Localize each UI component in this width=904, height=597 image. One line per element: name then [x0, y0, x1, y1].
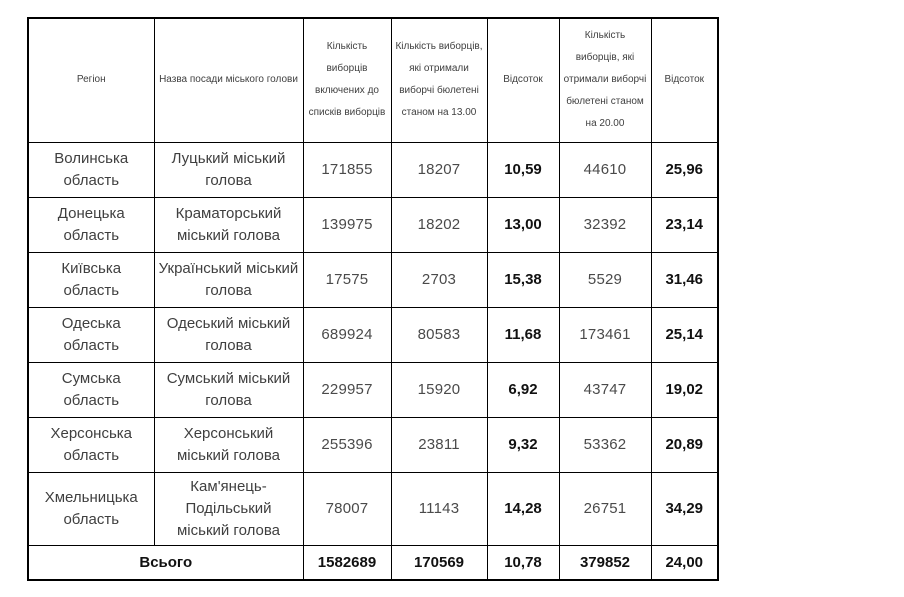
percent-13-cell: 10,59: [486, 141, 560, 198]
region-cell: Волинська область: [27, 141, 155, 198]
ballots-13-cell: 15920: [390, 361, 488, 418]
turnout-table: Регіон Назва посади міського голови Кіль…: [27, 17, 719, 581]
percent-13-cell: 6,92: [486, 361, 560, 418]
percent-20-cell: 23,14: [650, 196, 719, 253]
percent-20-cell: 25,96: [650, 141, 719, 198]
percent-13-cell: 14,28: [486, 471, 560, 546]
percent-20-cell: 19,02: [650, 361, 719, 418]
header-ballots-20: Кількість виборців, які отримали виборчі…: [558, 17, 652, 143]
total-voters-listed: 1582689: [302, 544, 392, 581]
position-cell: Кам'янець-Подільський міський голова: [153, 471, 304, 546]
table-row-sumska: Сумська область Сумський міський голова …: [27, 361, 719, 418]
total-ballots-13: 170569: [390, 544, 488, 581]
percent-20-cell: 31,46: [650, 251, 719, 308]
table-row-volynska: Волинська область Луцький міський голова…: [27, 141, 719, 198]
voters-listed-cell: 689924: [302, 306, 392, 363]
region-cell: Сумська область: [27, 361, 155, 418]
table-row-donetska: Донецька область Краматорський міський г…: [27, 196, 719, 253]
ballots-13-cell: 23811: [390, 416, 488, 473]
percent-13-cell: 9,32: [486, 416, 560, 473]
header-position: Назва посади міського голови: [153, 17, 304, 143]
ballots-20-cell: 43747: [558, 361, 652, 418]
table-row-khmelnytska: Хмельницька область Кам'янець-Подільськи…: [27, 471, 719, 546]
ballots-20-cell: 26751: [558, 471, 652, 546]
ballots-20-cell: 53362: [558, 416, 652, 473]
ballots-13-cell: 11143: [390, 471, 488, 546]
voters-listed-cell: 171855: [302, 141, 392, 198]
total-row: Всього 1582689 170569 10,78 379852 24,00: [27, 544, 719, 581]
voters-listed-cell: 17575: [302, 251, 392, 308]
header-percent-20: Відсоток: [650, 17, 719, 143]
ballots-20-cell: 44610: [558, 141, 652, 198]
region-cell: Хмельницька область: [27, 471, 155, 546]
table-row-khersonska: Херсонська область Херсонський міський г…: [27, 416, 719, 473]
position-cell: Луцький міський голова: [153, 141, 304, 198]
ballots-13-cell: 18202: [390, 196, 488, 253]
table-row-kyivska: Київська область Український міський гол…: [27, 251, 719, 308]
voters-listed-cell: 229957: [302, 361, 392, 418]
header-ballots-13: Кількість виборців, які отримали виборчі…: [390, 17, 488, 143]
ballots-20-cell: 5529: [558, 251, 652, 308]
region-cell: Херсонська область: [27, 416, 155, 473]
total-percent-13: 10,78: [486, 544, 560, 581]
voters-listed-cell: 139975: [302, 196, 392, 253]
ballots-20-cell: 173461: [558, 306, 652, 363]
region-cell: Одеська область: [27, 306, 155, 363]
table-row-odeska: Одеська область Одеський міський голова …: [27, 306, 719, 363]
voters-listed-cell: 255396: [302, 416, 392, 473]
percent-13-cell: 15,38: [486, 251, 560, 308]
percent-20-cell: 34,29: [650, 471, 719, 546]
header-row: Регіон Назва посади міського голови Кіль…: [27, 17, 719, 143]
position-cell: Херсонський міський голова: [153, 416, 304, 473]
percent-20-cell: 25,14: [650, 306, 719, 363]
header-percent-13: Відсоток: [486, 17, 560, 143]
region-cell: Київська область: [27, 251, 155, 308]
position-cell: Український міський голова: [153, 251, 304, 308]
percent-20-cell: 20,89: [650, 416, 719, 473]
header-region: Регіон: [27, 17, 155, 143]
total-percent-20: 24,00: [650, 544, 719, 581]
total-ballots-20: 379852: [558, 544, 652, 581]
region-cell: Донецька область: [27, 196, 155, 253]
position-cell: Сумський міський голова: [153, 361, 304, 418]
percent-13-cell: 13,00: [486, 196, 560, 253]
position-cell: Краматорський міський голова: [153, 196, 304, 253]
ballots-13-cell: 80583: [390, 306, 488, 363]
ballots-13-cell: 2703: [390, 251, 488, 308]
percent-13-cell: 11,68: [486, 306, 560, 363]
ballots-20-cell: 32392: [558, 196, 652, 253]
header-voters-listed: Кількість виборців включених до списків …: [302, 17, 392, 143]
voters-listed-cell: 78007: [302, 471, 392, 546]
ballots-13-cell: 18207: [390, 141, 488, 198]
total-label: Всього: [27, 544, 304, 581]
position-cell: Одеський міський голова: [153, 306, 304, 363]
